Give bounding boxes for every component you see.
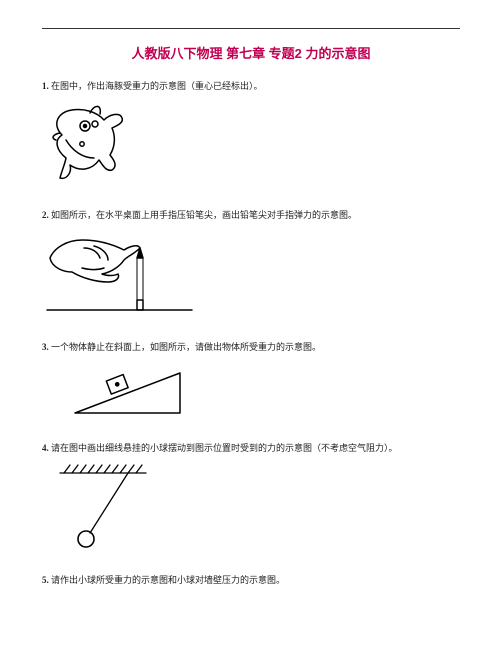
question-text: 请在图中画出细线悬挂的小球摆动到图示位置时受到的力的示意图（不考虑空气阻力）。: [51, 443, 398, 453]
page-container: 人教版八下物理 第七章 专题2 力的示意图 1. 在图中，作出海豚受重力的示意图…: [0, 0, 502, 614]
question-num: 1.: [42, 81, 49, 91]
question-num: 2.: [42, 210, 49, 220]
figure-1-dolphin: [42, 100, 460, 193]
question-num: 3.: [42, 342, 49, 352]
figure-2-hand-pencil: [42, 228, 460, 325]
question-1: 1. 在图中，作出海豚受重力的示意图（重心已经标出）。: [42, 80, 460, 94]
question-4: 4. 请在图中画出细线悬挂的小球摆动到图示位置时受到的力的示意图（不考虑空气阻力…: [42, 442, 460, 456]
question-3: 3. 一个物体静止在斜面上，如图所示，请做出物体所受重力的示意图。: [42, 341, 460, 355]
figure-3-incline: [42, 361, 460, 426]
figure-4-pendulum: [42, 461, 460, 558]
question-5: 5. 请作出小球所受重力的示意图和小球对墙壁压力的示意图。: [42, 574, 460, 588]
page-title: 人教版八下物理 第七章 专题2 力的示意图: [42, 43, 460, 62]
question-text: 一个物体静止在斜面上，如图所示，请做出物体所受重力的示意图。: [51, 342, 321, 352]
question-num: 4.: [42, 443, 49, 453]
question-text: 如图所示，在水平桌面上用手指压铅笔尖，画出铅笔尖对手指弹力的示意图。: [51, 210, 357, 220]
question-num: 5.: [42, 575, 49, 585]
top-rule: [42, 28, 460, 29]
question-text: 请作出小球所受重力的示意图和小球对墙壁压力的示意图。: [51, 575, 285, 585]
question-text: 在图中，作出海豚受重力的示意图（重心已经标出）。: [51, 81, 263, 91]
question-2: 2. 如图所示，在水平桌面上用手指压铅笔尖，画出铅笔尖对手指弹力的示意图。: [42, 209, 460, 223]
